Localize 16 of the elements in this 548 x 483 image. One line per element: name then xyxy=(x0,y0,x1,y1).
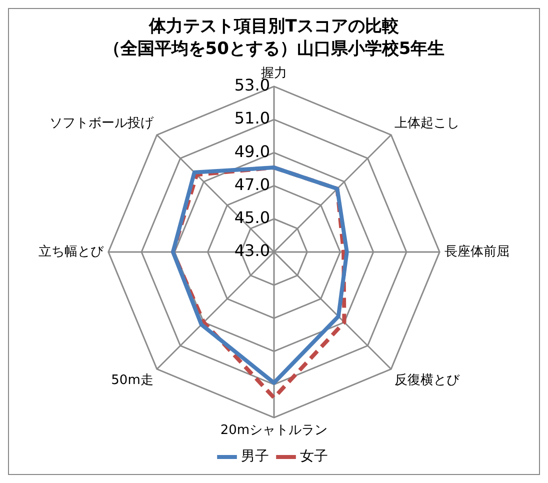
legend-label: 女子 xyxy=(300,448,328,465)
spoke-label: 上体起こし xyxy=(394,116,460,131)
spoke-label: 長座体前屈 xyxy=(444,243,510,260)
legend-label: 男子 xyxy=(241,448,269,465)
spoke-label: 立ち幅とび xyxy=(38,243,104,260)
spoke-label: 反復横とび xyxy=(394,372,461,388)
y-tick-label: 49.0 xyxy=(234,142,270,161)
spoke-label: 50m走 xyxy=(111,372,154,388)
y-tick-label: 45.0 xyxy=(234,208,270,228)
spoke-label: ソフトボール投げ xyxy=(49,116,154,131)
y-tick-label: 43.0 xyxy=(234,241,270,260)
y-tick-label: 51.0 xyxy=(234,108,270,128)
spoke-label: 20mシャトルラン xyxy=(220,422,328,438)
chart-subtitle: （全国平均を50とする）山口県小学校5年生 xyxy=(103,39,445,60)
chart-title: 体力テスト項目別Tスコアの比較 xyxy=(148,16,400,37)
y-tick-label: 47.0 xyxy=(234,174,270,194)
